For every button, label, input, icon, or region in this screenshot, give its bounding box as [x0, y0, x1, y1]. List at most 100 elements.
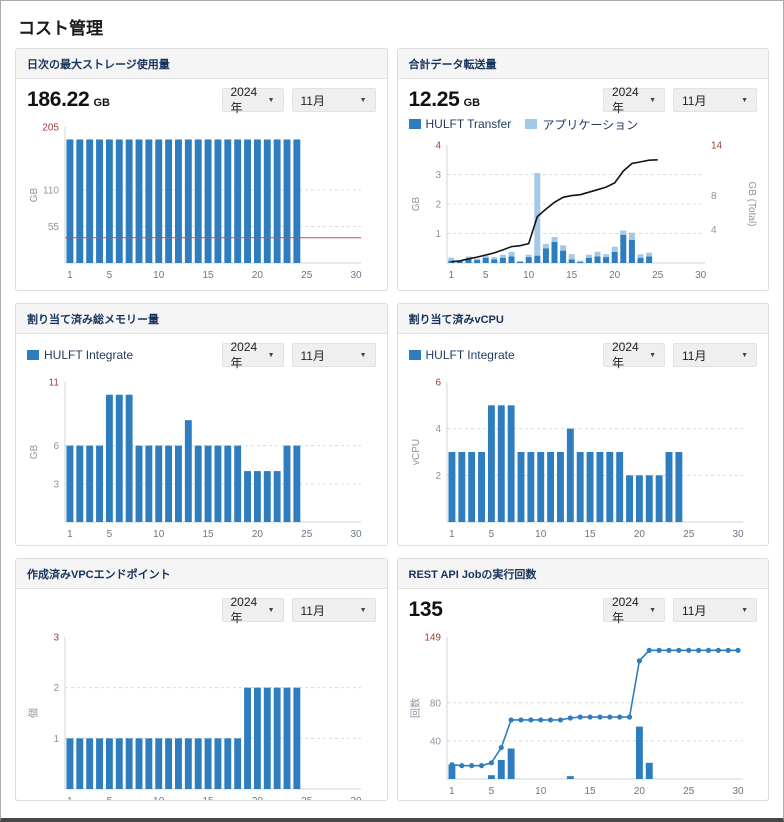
svg-text:10: 10: [535, 529, 547, 540]
panel-title-vpc: 作成済みVPCエンドポイント: [16, 559, 387, 589]
month-select-value: 11月: [682, 348, 707, 363]
year-select-value: 2024年: [612, 594, 639, 625]
legend-swatch-dark-blue: [408, 350, 421, 360]
chevron-down-icon: ▼: [649, 606, 656, 614]
year-select[interactable]: 2024年 ▼: [221, 595, 284, 625]
svg-text:1: 1: [449, 786, 455, 797]
svg-text:30: 30: [732, 529, 744, 540]
svg-text:20: 20: [252, 529, 264, 540]
svg-text:5: 5: [107, 796, 113, 801]
svg-text:1: 1: [449, 529, 455, 540]
svg-text:30: 30: [351, 796, 363, 801]
chevron-down-icon: ▼: [741, 96, 748, 104]
svg-text:8: 8: [711, 191, 717, 202]
svg-text:4: 4: [711, 225, 717, 236]
svg-text:2: 2: [435, 200, 441, 211]
svg-text:15: 15: [584, 529, 596, 540]
svg-text:80: 80: [429, 698, 441, 709]
chevron-down-icon: ▼: [359, 606, 367, 614]
svg-text:30: 30: [732, 786, 744, 797]
svg-text:GB: GB: [29, 444, 40, 459]
panel-title-transfer: 合計データ転送量: [397, 49, 768, 79]
chevron-down-icon: ▼: [649, 96, 656, 104]
svg-text:1: 1: [67, 796, 73, 801]
svg-text:15: 15: [566, 270, 578, 281]
svg-text:110: 110: [43, 186, 59, 197]
year-select[interactable]: 2024年 ▼: [221, 340, 284, 370]
transfer-legend: HULFT Transfer アプリケーション: [408, 115, 758, 133]
month-select-value: 11月: [300, 93, 325, 108]
svg-text:15: 15: [584, 786, 596, 797]
svg-text:5: 5: [488, 786, 494, 797]
svg-text:6: 6: [435, 378, 441, 389]
year-select[interactable]: 2024年 ▼: [221, 85, 284, 115]
month-select[interactable]: 11月 ▼: [673, 88, 757, 112]
legend-hulft-transfer: HULFT Transfer: [408, 117, 511, 131]
legend-swatch-light-blue: [525, 119, 538, 129]
svg-text:5: 5: [107, 529, 113, 540]
svg-text:1: 1: [53, 734, 59, 745]
panel-title-vcpu: 割り当て済みvCPU: [397, 304, 768, 334]
legend-hulft-integrate: HULFT Integrate: [408, 348, 515, 362]
month-select[interactable]: 11月 ▼: [673, 598, 757, 622]
svg-text:5: 5: [107, 270, 113, 281]
panel-vpc-endpoints: 作成済みVPCエンドポイント 2024年 ▼ 11月 ▼ 1 2 3 1 5 10 15 20…: [15, 558, 388, 801]
year-select[interactable]: 2024年 ▼: [603, 85, 665, 115]
svg-text:55: 55: [48, 222, 60, 233]
storage-big-value: 186.22 GB: [27, 88, 110, 111]
year-select[interactable]: 2024年 ▼: [603, 595, 665, 625]
svg-text:1: 1: [448, 270, 454, 281]
month-select-value: 11月: [682, 93, 707, 108]
panel-allocated-vcpu: 割り当て済みvCPU HULFT Integrate 2024年 ▼ 11月: [396, 303, 769, 546]
svg-text:GB: GB: [411, 196, 422, 211]
svg-text:3: 3: [435, 170, 441, 181]
svg-text:5: 5: [482, 270, 488, 281]
panel-title-rest-api: REST API Jobの実行回数: [397, 559, 768, 589]
svg-text:回数: 回数: [409, 698, 422, 718]
month-select[interactable]: 11月 ▼: [291, 343, 376, 367]
svg-text:40: 40: [429, 736, 441, 747]
year-select-value: 2024年: [230, 594, 258, 625]
svg-text:25: 25: [652, 270, 664, 281]
month-select[interactable]: 11月 ▼: [673, 343, 757, 367]
svg-text:2: 2: [53, 683, 59, 694]
svg-text:GB (Total): GB (Total): [746, 181, 757, 226]
svg-text:10: 10: [535, 786, 547, 797]
svg-text:1: 1: [435, 229, 441, 240]
svg-text:10: 10: [153, 796, 165, 801]
svg-text:20: 20: [609, 270, 621, 281]
svg-text:25: 25: [683, 786, 695, 797]
chevron-down-icon: ▼: [267, 351, 275, 359]
year-select[interactable]: 2024年 ▼: [603, 340, 665, 370]
svg-text:20: 20: [633, 529, 645, 540]
chevron-down-icon: ▼: [359, 96, 367, 104]
month-select[interactable]: 11月 ▼: [291, 88, 376, 112]
svg-text:30: 30: [695, 270, 707, 281]
svg-text:30: 30: [351, 270, 363, 281]
svg-text:5: 5: [488, 529, 494, 540]
month-select-value: 11月: [300, 603, 325, 618]
svg-text:10: 10: [523, 270, 535, 281]
vcpu-legend: HULFT Integrate: [408, 346, 515, 364]
month-select[interactable]: 11月 ▼: [291, 598, 376, 622]
svg-text:11: 11: [49, 378, 60, 389]
dashboard-grid: 日次の最大ストレージ使用量 186.22 GB 2024年 ▼ 11月 ▼: [15, 48, 769, 801]
memory-legend: HULFT Integrate: [27, 346, 133, 364]
panel-total-data-transfer: 合計データ転送量 12.25 GB 2024年 ▼ 11月 ▼: [396, 48, 769, 291]
panel-allocated-memory: 割り当て済み総メモリー量 HULFT Integrate 2024年 ▼ 11月: [15, 303, 388, 546]
year-select-value: 2024年: [612, 339, 639, 370]
svg-text:149: 149: [424, 633, 441, 644]
legend-swatch-dark-blue: [408, 119, 421, 129]
year-select-value: 2024年: [612, 84, 639, 115]
svg-text:20: 20: [252, 796, 264, 801]
svg-text:個: 個: [27, 708, 40, 718]
svg-text:10: 10: [153, 529, 165, 540]
chevron-down-icon: ▼: [741, 351, 748, 359]
panel-daily-max-storage: 日次の最大ストレージ使用量 186.22 GB 2024年 ▼ 11月 ▼: [15, 48, 388, 291]
month-select-value: 11月: [300, 348, 325, 363]
svg-text:30: 30: [351, 529, 363, 540]
